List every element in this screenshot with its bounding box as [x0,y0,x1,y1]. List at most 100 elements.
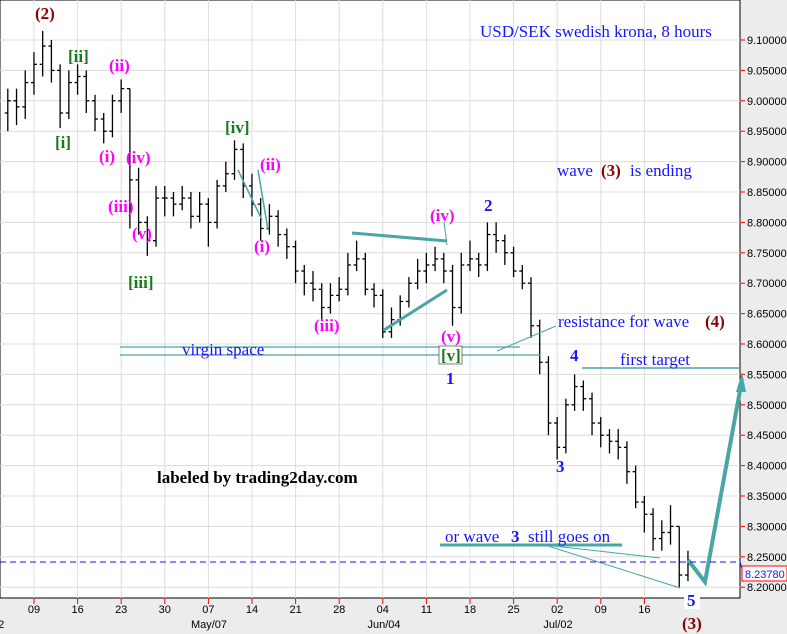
ohlc-bar [92,94,98,132]
ohlc-bar [214,179,221,229]
ohlc-bar [39,30,46,77]
grid [0,0,740,598]
ohlc-bar [292,240,299,284]
wave-iv-green-label: [iv] [225,118,250,137]
wave-ii-label: (ii) [109,56,130,75]
ohlc-bar [466,240,473,272]
ohlc-bar [170,192,177,217]
triangle-upper-line [351,231,448,243]
x-tick-label: 14 [246,604,258,616]
ohlc-bar [371,283,378,308]
wave-iii-label: (iii) [108,197,134,216]
triangle-lower-line [383,288,448,332]
ohlc-bar [484,222,491,272]
x-tick-label: 18 [464,604,476,616]
wedge-line-a [237,169,263,221]
ohlc-bar [118,79,125,113]
ohlc-bar [676,525,683,588]
wave-ii-green-label: [ii] [68,47,89,66]
wave-i-label-2: (i) [254,237,270,256]
x-tick-label: 16 [71,604,83,616]
ohlc-bar [275,210,282,247]
ohlc-bar [179,185,186,211]
ohlc-bar [606,429,613,454]
ohlc-bar [449,264,456,326]
ohlc-bar [153,185,160,247]
ohlc-bar [65,70,72,120]
wave-2-label: 2 [484,196,493,215]
y-tick-label: 8.50000 [747,400,787,412]
wave-2-major-label: (2) [35,4,55,23]
ohlc-bar [74,64,81,95]
y-tick-label: 8.60000 [747,339,787,351]
ohlc-bar [231,140,238,180]
y-tick-label: 8.35000 [747,491,787,503]
wave-i-green-label: [i] [55,133,71,152]
ohlc-bar [458,252,465,314]
ohlc-bar [362,252,369,296]
ohlc-bar [344,252,351,296]
x-month-label: Jun/04 [367,619,400,631]
ohlc-bar [353,240,360,272]
annotation-lines [120,169,746,589]
x-tick-label: 07 [202,604,214,616]
alt-text-c: still goes on [528,527,611,546]
x-tick-label: 09 [28,604,40,616]
last-price-label: 8.23780 [745,569,785,581]
y-tick-label: 8.80000 [747,217,787,229]
x-tick-label: 30 [159,604,171,616]
projection-arrow [686,384,743,587]
x-tick-label: 28 [333,604,345,616]
ohlc-bar [597,416,604,448]
ohlc-bar [475,252,482,278]
ohlc-bar [379,289,386,338]
wave-iv-label-2: (iv) [430,206,455,225]
x-month-label-partial: 02 [0,619,4,631]
ohlc-bar [310,271,316,302]
ohlc-bar [283,228,290,259]
alt-pointer-b [544,544,681,589]
ohlc-bar [57,64,64,129]
ending-text-b: (3) [601,161,621,180]
ending-text-c: is ending [630,161,692,180]
x-tick-label: 02 [551,604,563,616]
wave-iii-green-label: [iii] [128,273,154,292]
ohlc-bar [432,246,439,272]
ohlc-bar [30,52,37,95]
ohlc-bar [13,88,20,126]
x-tick-label: 04 [377,604,389,616]
wave-iii-label-2: (iii) [314,316,340,335]
last-price-box [741,565,787,582]
ohlc-bar [318,283,325,320]
ohlc-bar [135,167,142,235]
ohlc-bar [554,416,561,460]
ohlc-bar [222,161,229,192]
ohlc-bar [126,87,133,229]
ohlc-bar [4,88,11,132]
ohlc-bar [109,94,116,138]
y-tick-label: 8.70000 [747,278,787,290]
wave-v-green-label: [v] [441,346,461,365]
credit-text: labeled by trading2day.com [157,468,358,487]
y-tick-label: 8.45000 [747,430,787,442]
ohlc-bar [528,277,534,338]
wave-4-label: 4 [570,346,579,365]
x-tick-label: 09 [595,604,607,616]
y-tick-label: 8.20000 [747,582,787,594]
ohlc-bar [545,356,552,436]
ohlc-bars [4,30,691,588]
resistance-text: resistance for wave [558,312,689,331]
wave-1-label: 1 [446,369,455,388]
alt-pointer-a [544,544,661,559]
plot-area [0,0,741,599]
ohlc-bar [562,398,569,454]
ohlc-bar [83,70,90,113]
alt-text-a: or wave [445,527,499,546]
ohlc-bar [48,40,55,83]
y-tick-label: 8.65000 [747,309,787,321]
ohlc-bar [100,112,107,144]
wave-5-label: 5 [687,591,696,610]
ohlc-bar [580,380,587,411]
y-tick-label: 8.90000 [747,157,787,169]
ohlc-bar [623,441,630,484]
